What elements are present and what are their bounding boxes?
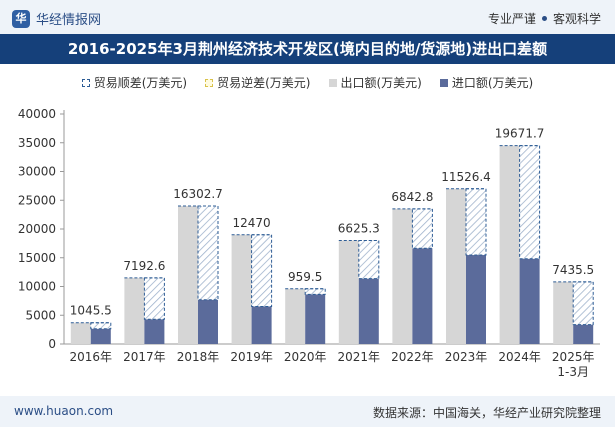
export-bar [553,281,574,344]
import-bar [412,248,433,344]
trade-surplus-data-label: 16302.7 [173,187,223,201]
x-tick-label: 2025年 [552,350,595,364]
trade-surplus-bar [572,281,594,326]
import-bar [519,258,540,344]
trade-surplus-bar [358,240,380,280]
import-bar [251,306,272,344]
trade-surplus-bar [465,188,487,256]
bar-chart: 0 5000 10000 15000 20000 25000 30000 35000 40000… [18,107,600,379]
legend-swatch-trade-deficit [205,78,214,87]
trade-surplus-bar [519,145,541,260]
legend-swatch-export [328,78,337,87]
legend-item-import: 进口额(万美元) [439,74,534,91]
x-tick-label: 2024年 [498,350,541,364]
export-bar [178,206,198,344]
legend-swatch-trade-surplus [81,78,90,87]
trade-surplus-bar [251,234,273,307]
legend-label-trade-deficit: 贸易逆差(万美元) [217,76,311,90]
y-tick-label: 5000 [25,308,56,322]
trade-surplus-data-label: 19671.7 [495,127,545,141]
import-bar [466,255,486,344]
tagline: 专业严谨 客观科学 [488,10,601,27]
x-tick-label: 2017年 [123,350,166,364]
export-bar [499,145,520,344]
trade-surplus-data-label: 11526.4 [441,170,491,184]
brand[interactable]: 华 华经情报网 [12,9,101,28]
y-tick-label: 30000 [18,165,56,179]
trade-surplus-bar [143,277,165,320]
title-bar: 2016-2025年3月荆州经济技术开发区(境内目的地/货源地)进出口差额 [0,34,615,64]
export-bar [231,234,252,344]
legend-item-export: 出口额(万美元) [328,74,422,91]
legend-label-trade-surplus: 贸易顺差(万美元) [93,76,188,90]
legend-label-import: 进口额(万美元) [451,76,534,90]
y-tick-label: 0 [48,337,56,351]
x-tick-label: 2019年 [230,350,273,364]
import-bar [144,319,165,344]
trade-surplus-data-label: 7192.6 [123,259,165,273]
y-tick-label: 35000 [18,136,56,150]
chart-title: 2016-2025年3月荆州经济技术开发区(境内目的地/货源地)进出口差额 [67,40,548,58]
export-bar [446,188,466,344]
y-tick-label: 10000 [18,280,56,294]
x-tick-label: 2020年 [284,350,327,364]
trade-surplus-data-label: 6842.8 [391,190,433,204]
legend-item-trade-deficit: 贸易逆差(万美元) [205,74,311,91]
trade-surplus-bar [411,208,433,249]
trade-surplus-bar [304,288,326,295]
export-bar [285,288,306,344]
legend-item-trade-surplus: 贸易顺差(万美元) [81,74,188,91]
brand-name: 华经情报网 [36,13,102,28]
y-tick-label: 20000 [18,222,56,236]
import-bar [305,294,326,344]
footer-bar: www.huaon.com 数据来源：中国海关，华经产业研究院整理 [0,396,615,427]
export-bar [70,322,91,344]
trade-surplus-bar [197,205,219,301]
y-tick-label: 15000 [18,251,56,265]
import-bar [358,278,379,344]
import-bar [573,324,594,344]
x-tick-label: 2022年 [391,350,434,364]
header-bar: 华 华经情报网 专业严谨 客观科学 [0,0,615,34]
trade-surplus-bar [90,322,112,330]
x-tick-label: 2023年 [445,350,488,364]
x-tick-label: 1-3月 [557,365,589,379]
y-tick-label: 25000 [18,193,56,207]
trade-surplus-data-label: 7435.5 [552,263,594,277]
trade-surplus-data-label: 6625.3 [338,222,380,236]
export-bar [124,277,145,344]
legend-label-export: 出口额(万美元) [340,76,422,90]
import-bar [198,299,218,344]
chart-legend: 贸易顺差(万美元) 贸易逆差(万美元) 出口额(万美元) 进口额(万美元) [0,74,615,91]
import-bar [90,328,111,344]
tagline-right: 客观科学 [552,12,601,26]
footer-source: 数据来源：中国海关，华经产业研究院整理 [372,406,601,420]
export-bar [338,240,359,344]
y-tick-label: 40000 [18,107,56,121]
trade-surplus-data-label: 959.5 [288,270,322,284]
bullet-icon [541,16,547,21]
trade-surplus-data-label: 1045.5 [70,304,112,318]
x-tick-label: 2021年 [338,350,381,364]
x-tick-label: 2016年 [70,350,113,364]
export-bar [392,208,413,344]
trade-surplus-data-label: 12470 [233,216,271,230]
footer-url-link[interactable]: www.huaon.com [14,404,114,418]
legend-swatch-import [439,78,448,87]
tagline-left: 专业严谨 [487,12,536,26]
x-tick-label: 2018年 [177,350,220,364]
brand-logo-icon: 华 [12,9,30,28]
